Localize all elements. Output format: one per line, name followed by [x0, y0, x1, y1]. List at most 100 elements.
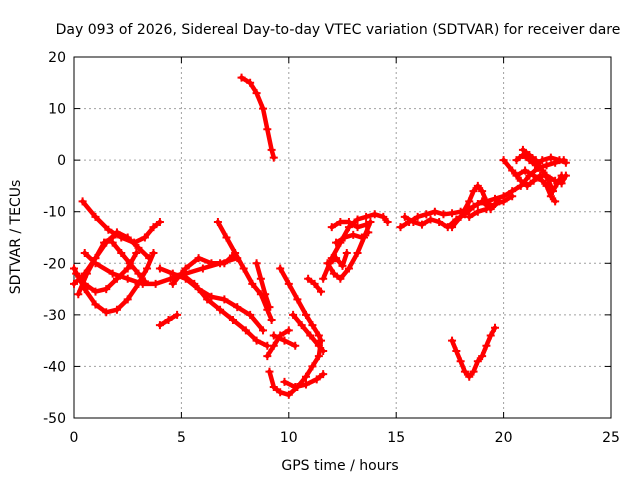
series-arc-23	[327, 218, 371, 232]
data-point-marker	[140, 233, 149, 242]
data-point-marker	[344, 264, 353, 273]
data-point-marker	[252, 89, 261, 98]
data-point-marker	[248, 279, 257, 288]
data-point-marker	[555, 156, 564, 165]
data-point-marker	[478, 352, 487, 361]
data-point-marker	[561, 158, 570, 167]
chart-title: Day 093 of 2026, Sidereal Day-to-day VTE…	[56, 22, 621, 38]
data-point-marker	[349, 230, 358, 239]
data-point-marker	[364, 228, 373, 237]
data-point-marker	[338, 261, 347, 270]
data-point-marker	[357, 233, 366, 242]
data-point-marker	[269, 153, 278, 162]
data-point-marker	[259, 326, 268, 335]
series-arc-4	[72, 248, 141, 296]
data-point-marker	[207, 292, 216, 301]
series-line	[327, 250, 350, 269]
plot-frame	[73, 56, 612, 419]
data-point-marker	[413, 212, 422, 221]
data-point-marker	[168, 269, 177, 278]
data-point-marker	[473, 181, 482, 190]
data-point-marker	[80, 279, 89, 288]
data-point-marker	[252, 336, 261, 345]
data-point-marker	[80, 248, 89, 257]
data-point-marker	[100, 238, 109, 247]
data-point-marker	[542, 161, 551, 170]
data-point-marker	[308, 362, 317, 371]
data-point-marker	[269, 331, 278, 340]
data-point-marker	[314, 352, 323, 361]
data-point-marker	[177, 269, 186, 278]
series-arc-12	[155, 310, 182, 330]
data-point-marker	[301, 380, 310, 389]
series-line	[239, 75, 277, 160]
series-line	[170, 253, 236, 287]
y-tick-label: 10	[48, 102, 66, 118]
data-point-marker	[102, 308, 111, 317]
data-point-marker	[319, 346, 328, 355]
x-tick-label: 15	[387, 430, 405, 446]
series-arc-29	[465, 192, 517, 221]
data-point-marker	[284, 390, 293, 399]
data-point-marker	[379, 212, 388, 221]
x-tick-label: 25	[602, 430, 620, 446]
data-point-marker	[469, 202, 478, 211]
data-point-marker	[456, 357, 465, 366]
data-point-marker	[263, 125, 272, 134]
data-point-marker	[531, 156, 540, 165]
data-point-marker	[383, 218, 392, 227]
data-point-marker	[164, 316, 173, 325]
data-point-marker	[370, 210, 379, 219]
data-point-marker	[516, 176, 525, 185]
data-point-marker	[525, 150, 534, 159]
data-point-marker	[149, 248, 158, 257]
data-point-marker	[166, 274, 175, 283]
data-point-marker	[400, 212, 409, 221]
data-point-marker	[246, 78, 255, 87]
data-point-marker	[293, 295, 302, 304]
data-point-marker	[329, 269, 338, 278]
data-point-marker	[265, 303, 274, 312]
data-point-marker	[353, 223, 362, 232]
data-point-marker	[430, 207, 439, 216]
data-point-marker	[314, 331, 323, 340]
data-point-marker	[553, 179, 562, 188]
data-point-marker	[112, 228, 121, 237]
data-point-marker	[276, 388, 285, 397]
data-point-marker	[74, 290, 83, 299]
data-point-marker	[123, 274, 132, 283]
data-point-marker	[108, 238, 117, 247]
series-arc-20	[304, 274, 326, 296]
data-point-marker	[482, 197, 491, 206]
data-point-marker	[173, 310, 182, 319]
data-point-marker	[125, 259, 134, 268]
data-point-marker	[336, 274, 345, 283]
data-point-marker	[452, 346, 461, 355]
series-arc-8	[155, 264, 268, 335]
data-point-marker	[491, 323, 500, 332]
data-point-marker	[327, 223, 336, 232]
data-point-marker	[194, 254, 203, 263]
data-point-marker	[104, 225, 113, 234]
data-point-marker	[344, 218, 353, 227]
data-point-marker	[239, 264, 248, 273]
y-tick-label: -50	[43, 411, 66, 427]
series-line	[265, 328, 292, 359]
data-point-marker	[123, 264, 132, 273]
data-point-marker	[469, 367, 478, 376]
data-point-marker	[123, 295, 132, 304]
data-series	[70, 73, 570, 399]
data-point-marker	[319, 274, 328, 283]
data-point-marker	[317, 287, 326, 296]
data-point-marker	[80, 269, 89, 278]
data-point-marker	[312, 375, 321, 384]
series-line	[179, 271, 270, 349]
data-point-marker	[332, 254, 341, 263]
data-point-marker	[70, 264, 78, 273]
data-point-marker	[448, 336, 457, 345]
data-point-marker	[91, 287, 100, 296]
x-tick-label: 0	[70, 430, 79, 446]
data-point-marker	[132, 248, 141, 257]
data-point-marker	[267, 316, 276, 325]
axis-ticks: 0 5 10 15 20 25 -50 -40 -30 -20 -10 0 10 20	[43, 50, 620, 446]
